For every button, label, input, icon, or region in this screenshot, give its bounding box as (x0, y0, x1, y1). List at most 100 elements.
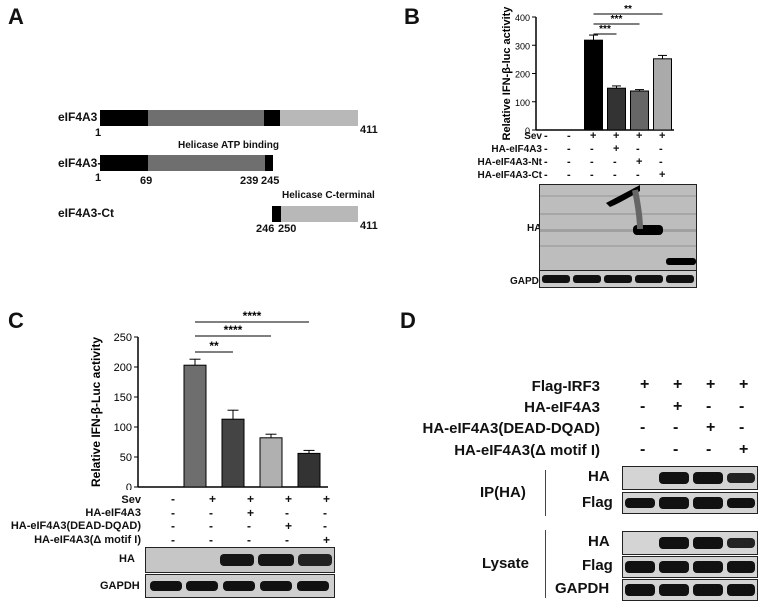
condition-label: Sev (121, 494, 141, 506)
bar (607, 87, 626, 131)
condition-mark: - (171, 519, 175, 533)
condition-mark: + (613, 130, 620, 142)
western-blot-lysate-gapdh (622, 579, 758, 601)
position-69: 69 (140, 175, 153, 187)
condition-mark: - (739, 419, 745, 436)
blot-label-gapdh: GAPDH (510, 276, 547, 287)
condition-mark: - (590, 156, 594, 168)
domain-bar-full (100, 110, 358, 126)
blot-label-gapdh: GAPDH (555, 580, 610, 597)
condition-mark: - (567, 156, 571, 168)
condition-mark: - (567, 143, 571, 155)
condition-mark: - (706, 440, 712, 458)
position-239: 239 (240, 175, 259, 187)
condition-mark: + (659, 130, 666, 142)
condition-mark: - (739, 397, 745, 415)
condition-mark: + (613, 143, 620, 155)
condition-mark: + (285, 492, 293, 506)
y-tick-label: 200 (515, 70, 530, 80)
annotation-helicase-atp: Helicase ATP binding (178, 140, 279, 151)
condition-mark: + (673, 376, 683, 393)
condition-mark: + (285, 519, 293, 533)
western-blot-lysate-flag (622, 556, 758, 578)
significance-label: **** (224, 323, 243, 337)
condition-mark: + (323, 492, 331, 506)
bar (221, 418, 245, 488)
y-axis-label: Relative IFN-β-luc activity (501, 6, 513, 141)
panel-label-d: D (400, 308, 416, 333)
domain-bar-ct (272, 206, 358, 222)
western-blot-ip-flag (622, 492, 758, 514)
bar (584, 39, 603, 131)
ip-bracket (545, 470, 546, 516)
condition-mark: - (323, 505, 327, 520)
panel-label-b: B (404, 4, 420, 29)
condition-mark: - (171, 505, 175, 520)
significance-label: *** (611, 14, 623, 25)
condition-mark: - (613, 156, 617, 168)
blot-label-flag: Flag (582, 557, 613, 574)
row-label-eif4a3-ct: eIF4A3-Ct (58, 206, 115, 220)
position-250: 250 (278, 223, 297, 235)
condition-label: HA-eIF4A3-Nt (477, 157, 542, 168)
western-blot-gapdh (145, 574, 335, 598)
condition-mark: - (544, 130, 548, 142)
condition-mark: - (636, 143, 640, 155)
western-blot-ha (145, 547, 335, 573)
condition-mark: + (636, 130, 643, 142)
condition-mark: - (171, 492, 175, 506)
ip-group-label: IP(HA) (480, 484, 526, 501)
condition-mark: + (247, 492, 255, 506)
condition-label: HA-eIF4A3-Ct (477, 170, 542, 181)
position-start: 1 (95, 172, 102, 184)
condition-mark: - (590, 169, 594, 181)
condition-mark: - (323, 519, 327, 533)
blot-label-ha: HA (588, 533, 610, 550)
position-start: 1 (95, 127, 102, 139)
condition-mark: - (209, 519, 213, 533)
bar-chart-c: 0 50 100 150 200 250 Relative IFN-β-Luc activi… (89, 309, 328, 490)
condition-mark: - (209, 532, 213, 547)
bar (183, 364, 207, 488)
western-blot-ha (539, 184, 697, 272)
condition-mark: + (247, 505, 255, 520)
condition-mark: - (285, 505, 289, 520)
condition-label: Sev (524, 131, 542, 142)
position-245: 245 (261, 175, 280, 187)
significance-label: ** (624, 4, 632, 15)
blot-label-ha: HA (119, 553, 135, 565)
condition-mark: - (673, 419, 679, 436)
lysate-bracket (545, 530, 546, 598)
condition-mark: - (659, 156, 663, 168)
panel-label-a: A (8, 4, 24, 29)
condition-mark: + (659, 169, 666, 181)
y-tick-label: 50 (120, 452, 132, 464)
condition-mark: + (739, 440, 749, 458)
condition-mark: - (659, 143, 663, 155)
condition-mark: - (613, 169, 617, 181)
condition-mark: - (640, 419, 646, 436)
condition-mark: + (590, 130, 597, 142)
y-tick-label: 150 (114, 392, 132, 404)
y-tick-label: 100 (515, 98, 530, 108)
condition-mark: - (544, 169, 548, 181)
condition-mark: + (706, 376, 716, 393)
condition-mark: - (640, 397, 646, 415)
blot-label-flag: Flag (582, 494, 613, 511)
condition-mark: - (567, 130, 571, 142)
condition-label: HA-eIF4A3(DEAD-DQAD) (10, 520, 141, 532)
significance-label: **** (243, 309, 262, 323)
blot-label-ha: HA (527, 223, 542, 234)
condition-mark: - (247, 519, 251, 533)
bar (630, 90, 649, 131)
position-end: 411 (360, 220, 378, 232)
condition-label: HA-eIF4A3 (491, 144, 542, 155)
condition-label: HA-eIF4A3 (85, 507, 141, 519)
position-246: 246 (256, 223, 275, 235)
condition-mark: - (636, 169, 640, 181)
condition-mark: - (673, 440, 679, 458)
condition-mark: + (739, 376, 749, 393)
condition-mark: - (171, 532, 175, 547)
condition-mark: + (673, 397, 683, 415)
western-blot-lysate-ha (622, 531, 758, 555)
